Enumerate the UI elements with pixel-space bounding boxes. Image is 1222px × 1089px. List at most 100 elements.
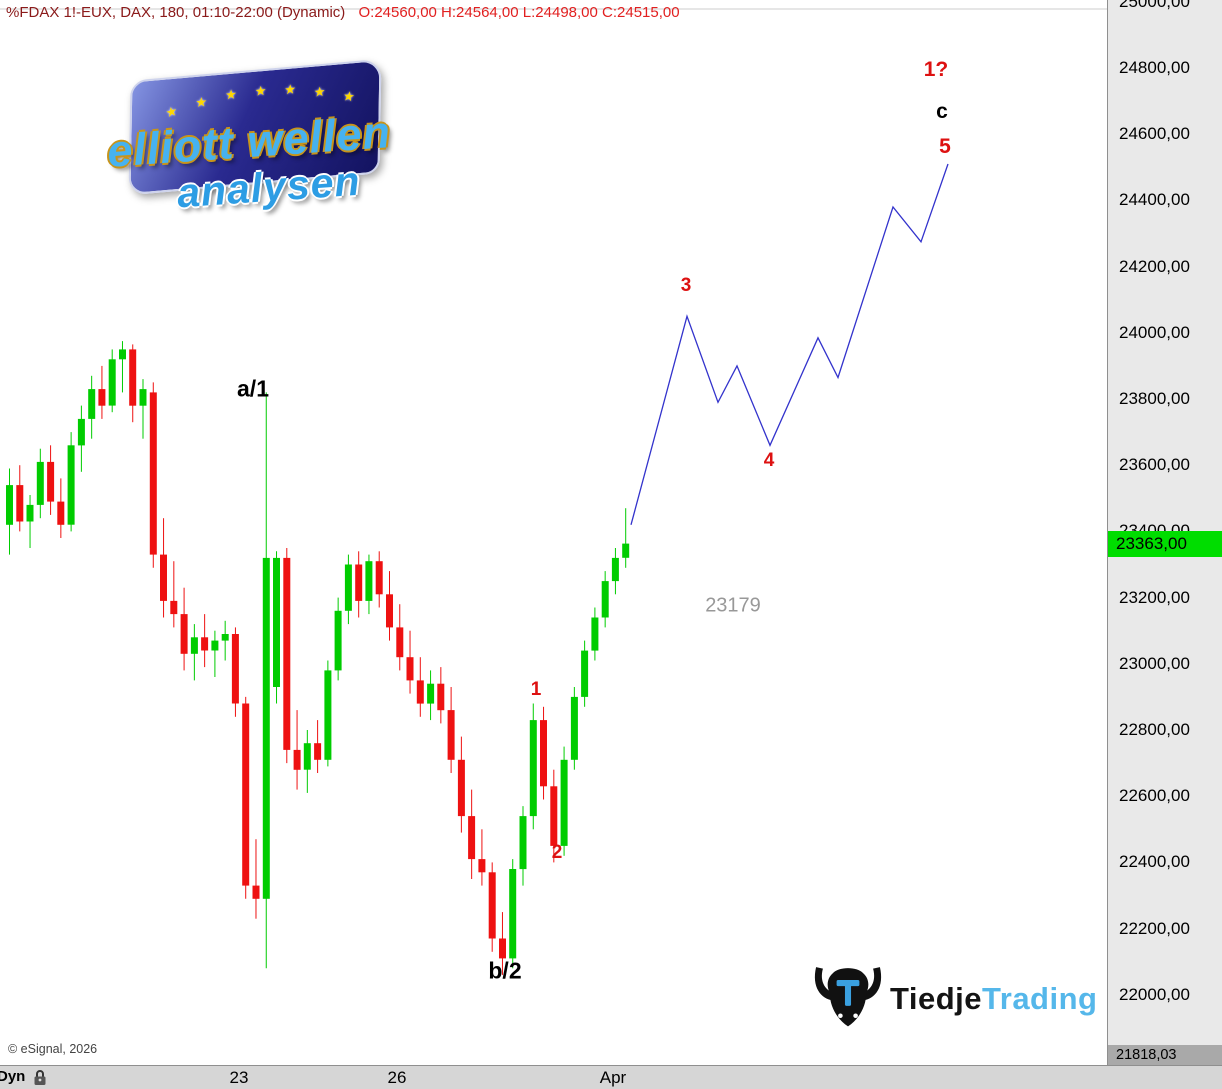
candle-body	[201, 637, 209, 651]
price-tick-label: 23000,00	[1119, 653, 1190, 673]
candle-body	[211, 640, 219, 651]
price-tick-label: 23600,00	[1119, 455, 1190, 475]
price-tick-label: 24600,00	[1119, 124, 1190, 144]
candle-body	[396, 627, 404, 658]
candle-body	[160, 554, 167, 601]
symbol-title: %FDAX 1!-EUX, DAX, 180, 01:10-22:00 (Dyn…	[6, 4, 346, 21]
candle-body	[519, 816, 527, 870]
price-tick-label: 22400,00	[1119, 852, 1190, 872]
candle-body	[365, 561, 373, 601]
tiedje-trading-logo: TiedjeTrading	[810, 958, 1097, 1034]
candle-body	[231, 634, 239, 704]
candle-body	[303, 743, 311, 770]
candle-body	[386, 594, 393, 628]
price-tick-label: 22000,00	[1119, 984, 1190, 1004]
candle-body	[57, 501, 65, 525]
time-axis[interactable]: Dyn 23 26 Apr	[0, 1065, 1222, 1089]
candle-body	[273, 557, 280, 687]
time-axis-label: 26	[387, 1068, 407, 1087]
candle-body	[77, 418, 85, 446]
star-icon	[195, 94, 207, 111]
candle-body	[26, 504, 34, 522]
candle-body	[468, 816, 476, 860]
candle-body	[488, 872, 496, 939]
candle-body	[529, 720, 537, 817]
candle-body	[190, 637, 198, 654]
price-tick-label: 24200,00	[1119, 256, 1190, 276]
candle-body	[108, 359, 116, 406]
candle-body	[550, 786, 558, 846]
candle-body	[570, 696, 578, 760]
current-price-badge: 23363,00	[1108, 530, 1222, 557]
tiedje-word: Tiedje	[890, 981, 983, 1016]
candle-body	[581, 650, 589, 697]
price-tick-label: 24400,00	[1119, 190, 1190, 210]
candle-body	[119, 349, 126, 360]
candle-body	[283, 557, 291, 750]
chart-title-bar: %FDAX 1!-EUX, DAX, 180, 01:10-22:00 (Dyn…	[6, 4, 680, 21]
price-tick-label: 23800,00	[1119, 389, 1190, 408]
candle-body	[149, 392, 157, 555]
low-price-marker-badge: 21818,03	[1108, 1045, 1222, 1065]
candle-body	[293, 749, 301, 770]
candle-body	[591, 617, 599, 651]
candle-body	[16, 485, 24, 522]
price-tick-label: 23200,00	[1119, 587, 1190, 607]
candle-body	[242, 703, 250, 886]
candle-body	[221, 634, 229, 641]
candle-body	[334, 610, 342, 671]
candle-body	[98, 389, 106, 406]
candle-body	[447, 710, 455, 760]
tiedje-trading-wordmark: TiedjeTrading	[890, 981, 1097, 1017]
price-axis[interactable]: 23363,00 21818,03 25000,00 24800,00 24600,…	[1107, 0, 1222, 1065]
candle-body	[344, 564, 352, 611]
candle-body	[324, 670, 332, 760]
candle-body	[611, 557, 619, 582]
candle-body	[406, 657, 414, 681]
candle-body	[139, 389, 147, 406]
star-icon	[255, 83, 267, 100]
chart-pane[interactable]: %FDAX 1!-EUX, DAX, 180, 01:10-22:00 (Dyn…	[0, 0, 1107, 1065]
candle-body	[457, 759, 465, 817]
eu-stars-arc	[166, 75, 356, 108]
candle-body	[252, 885, 260, 899]
candle-body	[560, 759, 568, 846]
esignal-copyright: © eSignal, 2026	[8, 1042, 98, 1056]
ohlc-readout: O:24560,00 H:24564,00 L:24498,00 C:24515…	[358, 4, 680, 21]
candle-body	[36, 461, 44, 505]
price-tick-label: 24000,00	[1119, 322, 1190, 342]
candle-body	[478, 859, 486, 873]
price-tick-label: 22600,00	[1119, 786, 1190, 806]
time-axis-label: Apr	[599, 1068, 627, 1087]
candle-body	[6, 485, 13, 525]
candle-body	[170, 600, 178, 615]
lock-icon[interactable]	[33, 1069, 47, 1089]
candle-body	[355, 564, 363, 601]
candle-body	[262, 557, 270, 899]
candle-body	[622, 543, 630, 558]
elliott-wave-projection-line	[630, 163, 949, 525]
star-icon	[314, 84, 326, 101]
candle-body	[601, 581, 609, 618]
price-tick-label: 24800,00	[1119, 58, 1190, 77]
candlestick-chart[interactable]	[0, 0, 1107, 1065]
candle-body	[67, 445, 75, 525]
candle-body	[314, 743, 322, 760]
dynamic-scale-button[interactable]: Dyn	[0, 1068, 26, 1085]
candle-body	[437, 683, 445, 711]
bull-icon	[814, 967, 882, 1027]
elliott-wellen-analysen-logo: elliott wellen analysen	[106, 58, 415, 233]
candle-body	[416, 680, 424, 704]
price-tick-label: 25000,00	[1119, 0, 1190, 11]
star-icon	[225, 86, 237, 103]
candle-body	[88, 389, 96, 419]
candle-body	[47, 461, 55, 502]
candle-body	[427, 683, 435, 704]
price-tick-label: 22200,00	[1119, 918, 1190, 938]
star-icon	[342, 88, 356, 105]
candle-body	[509, 869, 517, 959]
price-tick-label: 22800,00	[1119, 720, 1190, 739]
candle-body	[499, 938, 506, 959]
star-icon	[284, 81, 296, 98]
